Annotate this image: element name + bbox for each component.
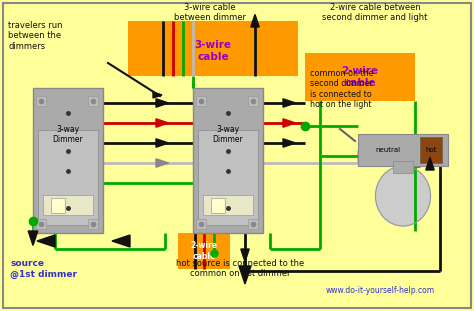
Bar xyxy=(393,161,413,173)
Polygon shape xyxy=(239,266,251,284)
Text: 3-wire cable
between dimmer: 3-wire cable between dimmer xyxy=(174,3,246,22)
Bar xyxy=(88,96,98,106)
Text: 3-way
Dimmer: 3-way Dimmer xyxy=(213,125,243,144)
Bar xyxy=(33,88,103,233)
Polygon shape xyxy=(156,119,169,127)
Bar xyxy=(248,219,258,229)
Polygon shape xyxy=(241,249,249,262)
Text: 2-wire
cable: 2-wire cable xyxy=(191,241,218,261)
Bar xyxy=(211,198,225,213)
Polygon shape xyxy=(251,14,259,27)
Polygon shape xyxy=(153,92,162,98)
Bar xyxy=(128,21,298,76)
Bar xyxy=(358,134,448,166)
Polygon shape xyxy=(112,235,130,247)
Bar xyxy=(178,233,230,269)
Bar xyxy=(198,130,258,225)
Text: 3-way
Dimmer: 3-way Dimmer xyxy=(53,125,83,144)
Text: hot source is connected to the
common on 1st dimmer: hot source is connected to the common on… xyxy=(176,259,304,278)
Text: 2-wire cable between
second dimmer and light: 2-wire cable between second dimmer and l… xyxy=(322,3,428,22)
Bar xyxy=(305,53,415,101)
Bar xyxy=(248,96,258,106)
Polygon shape xyxy=(283,99,296,107)
Bar xyxy=(51,198,65,213)
Polygon shape xyxy=(283,139,296,147)
Text: 3-wire
cable: 3-wire cable xyxy=(194,40,231,62)
Polygon shape xyxy=(156,99,169,107)
Bar xyxy=(203,195,253,215)
Text: 2-wire
cable: 2-wire cable xyxy=(341,66,379,88)
Text: common on the
second dimmer
is connected to
hot on the light: common on the second dimmer is connected… xyxy=(310,69,374,109)
Bar xyxy=(196,219,206,229)
Polygon shape xyxy=(156,159,169,167)
Bar xyxy=(43,195,93,215)
Polygon shape xyxy=(156,139,169,147)
Text: www.do-it-yourself-help.com: www.do-it-yourself-help.com xyxy=(326,286,435,295)
Bar xyxy=(38,130,98,225)
Bar xyxy=(420,137,442,163)
Bar xyxy=(193,88,263,233)
Polygon shape xyxy=(426,157,434,170)
Bar xyxy=(36,219,46,229)
Text: travelers run
between the
dimmers: travelers run between the dimmers xyxy=(8,21,63,51)
Polygon shape xyxy=(37,235,55,247)
Bar xyxy=(36,96,46,106)
Ellipse shape xyxy=(375,166,430,226)
Polygon shape xyxy=(28,231,38,245)
Polygon shape xyxy=(283,119,296,127)
Text: source
@1st dimmer: source @1st dimmer xyxy=(10,259,77,279)
Bar xyxy=(196,96,206,106)
Text: neutral: neutral xyxy=(375,147,401,153)
Text: hot: hot xyxy=(425,147,437,153)
Bar xyxy=(88,219,98,229)
